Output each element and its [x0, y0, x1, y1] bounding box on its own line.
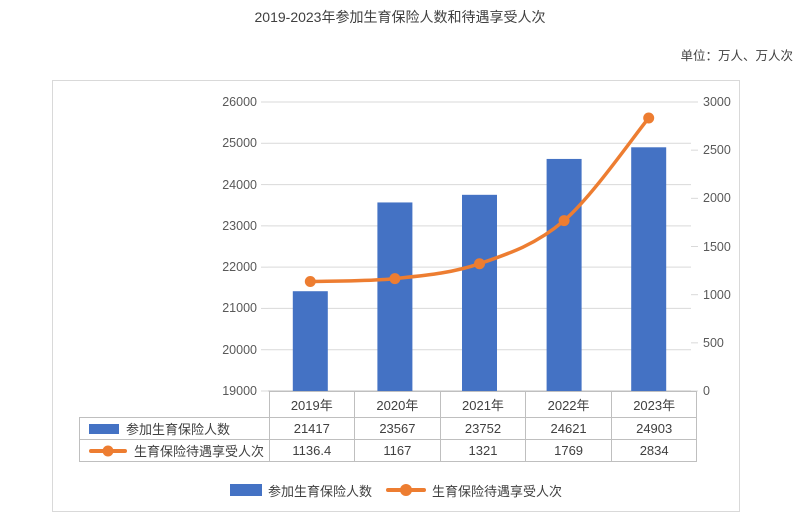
bar-2020年	[377, 202, 413, 391]
legend-item: 参加生育保险人数	[229, 481, 372, 500]
table-row-label: 参加生育保险人数	[79, 417, 270, 440]
right-axis-tick-label: 2500	[703, 143, 731, 158]
table-value-cell: 23752	[439, 417, 527, 440]
legend-label: 参加生育保险人数	[267, 483, 372, 499]
table-row: 参加生育保险人数 21417 23567 23752 24621 24903	[79, 417, 698, 440]
table-value-cell: 1769	[525, 439, 612, 462]
unit-label: 单位：万人、万人次	[680, 49, 793, 63]
table-header-cell: 2022年	[525, 391, 612, 418]
bar-series-key-icon	[89, 423, 119, 434]
line-marker-2019年	[304, 276, 316, 288]
left-axis-tick-label: 22000	[222, 260, 257, 275]
table-value-cell: 1167	[354, 439, 441, 462]
bar-2023年	[631, 147, 667, 391]
table-value-cell: 1136.4	[268, 439, 356, 462]
left-axis-tick-label: 26000	[222, 95, 257, 109]
right-axis-tick-label: 2000	[703, 191, 731, 206]
line-marker-2022年	[558, 215, 570, 227]
legend-bar-swatch-icon	[229, 484, 262, 496]
line-marker-2020年	[389, 273, 401, 285]
table-header-cell: 2021年	[439, 391, 527, 418]
table-value-cell: 2834	[610, 439, 698, 462]
table-header-cell: 2019年	[268, 391, 356, 418]
left-axis-tick-label: 20000	[222, 342, 257, 357]
chart-box: 19000 20000 21000 22000 23000 24000 25000 26000…	[52, 80, 740, 512]
table-header-cell: 2023年	[610, 391, 698, 418]
table-value-cell: 24903	[610, 417, 698, 440]
legend-label: 生育保险待遇享受人次	[432, 483, 563, 499]
table-row-label: 生育保险待遇享受人次	[79, 439, 270, 462]
table-corner-cell	[80, 392, 270, 418]
left-axis-tick-label: 23000	[222, 218, 257, 233]
line-marker-2021年	[474, 258, 485, 270]
legend: 参加生育保险人数 生育保险待遇享受人次	[53, 479, 739, 501]
left-axis-tick-label: 25000	[222, 136, 257, 151]
line-series-key-icon	[89, 445, 127, 456]
legend-line-swatch-icon	[386, 484, 426, 496]
line-marker-2023年	[643, 112, 655, 124]
table-row: 生育保险待遇享受人次 1136.4 1167 1321 1769 2834	[79, 439, 698, 462]
right-axis-tick-label: 1500	[703, 239, 731, 254]
chart-title: 2019-2023年参加生育保险人数和待遇享受人次	[254, 9, 546, 25]
right-axis-tick-label: 500	[703, 335, 724, 350]
table-value-cell: 1321	[439, 439, 527, 462]
bar-2019年	[292, 291, 328, 391]
table-header-cell: 2020年	[354, 391, 441, 418]
series-name-label: 参加生育保险人数	[126, 422, 231, 437]
left-axis-tick-label: 21000	[222, 301, 257, 316]
legend-item: 生育保险待遇享受人次	[386, 481, 562, 500]
left-axis-tick-label: 24000	[222, 177, 257, 192]
table-value-cell: 24621	[525, 417, 612, 440]
series-name-label: 生育保险待遇享受人次	[134, 444, 265, 459]
table-value-cell: 21417	[268, 417, 356, 440]
bar-2021年	[462, 194, 497, 391]
bar-2022年	[546, 158, 582, 391]
right-axis-tick-label: 1000	[703, 287, 731, 302]
line-marker-dot	[102, 445, 114, 456]
right-axis-tick-label: 0	[703, 384, 710, 398]
line-marker-dot	[400, 484, 412, 496]
table-value-cell: 23567	[354, 417, 441, 440]
right-axis-tick-label: 3000	[703, 95, 731, 109]
left-axis-tick-label: 19000	[222, 384, 257, 398]
data-table: 2019年 2020年 2021年 2022年 2023年 参加生育保险人数 21417 23…	[79, 391, 698, 462]
